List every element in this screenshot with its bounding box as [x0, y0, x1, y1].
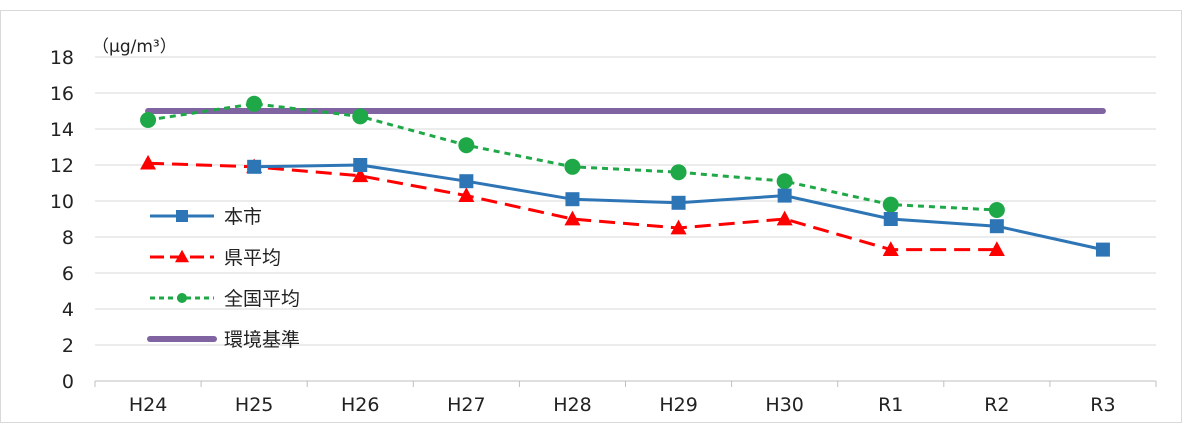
data-point-全国平均-H25 — [246, 95, 263, 112]
data-point-本市-H25 — [247, 159, 262, 174]
data-point-全国平均-H30 — [776, 173, 793, 190]
data-point-本市-H28 — [565, 192, 580, 207]
y-tick-label-6: 6 — [62, 263, 74, 285]
data-point-県平均-H26 — [352, 167, 369, 183]
y-tick-label-0: 0 — [62, 371, 74, 393]
y-tick-label-2: 2 — [62, 335, 74, 357]
data-point-本市-R3 — [1095, 242, 1110, 257]
data-point-全国平均-H24 — [140, 112, 157, 128]
x-tick-label-H25: H25 — [235, 394, 273, 416]
x-tick-label-H24: H24 — [129, 394, 167, 416]
y-tick-label-8: 8 — [62, 227, 74, 249]
data-point-全国平均-H29 — [670, 164, 687, 181]
data-point-県平均-H28 — [564, 210, 581, 226]
data-point-県平均-H30 — [776, 210, 793, 226]
x-tick-label-H27: H27 — [447, 394, 485, 416]
x-tick-label-H29: H29 — [659, 394, 697, 416]
data-point-県平均-H29 — [670, 219, 687, 235]
legend-label-本市: 本市 — [224, 206, 262, 228]
data-point-県平均-R1 — [882, 241, 899, 256]
data-point-全国平均-R2 — [988, 202, 1005, 218]
data-point-本市-R1 — [883, 212, 898, 226]
x-tick-label-H26: H26 — [341, 394, 379, 416]
x-tick-label-H30: H30 — [765, 394, 803, 416]
y-tick-label-4: 4 — [62, 299, 74, 321]
legend-label-環境基準: 環境基準 — [224, 329, 300, 351]
data-point-全国平均-H28 — [564, 158, 581, 175]
legend-item-県平均: 県平均 — [150, 247, 281, 269]
legend-item-環境基準: 環境基準 — [147, 329, 300, 351]
data-point-県平均-H27 — [458, 187, 475, 202]
legend-label-県平均: 県平均 — [224, 247, 281, 269]
series-layer — [140, 95, 1110, 257]
data-point-県平均-R2 — [988, 241, 1005, 256]
legend-label-全国平均: 全国平均 — [224, 288, 300, 310]
data-point-全国平均-R1 — [882, 196, 899, 213]
data-point-本市-H27 — [459, 174, 474, 189]
y-tick-label-16: 16 — [50, 83, 74, 105]
data-point-全国平均-H27 — [458, 137, 475, 154]
legend-marker-本市 — [176, 210, 188, 222]
data-point-全国平均-H26 — [352, 108, 369, 125]
y-tick-label-12: 12 — [50, 155, 74, 177]
y-tick-label-14: 14 — [50, 119, 74, 141]
data-point-本市-H26 — [353, 158, 368, 172]
y-axis-unit-label: （μg/m³） — [92, 37, 177, 57]
data-point-県平均-H24 — [140, 154, 157, 170]
series-全国平均 — [140, 95, 1005, 218]
legend-marker-県平均 — [175, 249, 189, 263]
legend-item-本市: 本市 — [150, 206, 262, 228]
legend-marker-全国平均 — [177, 293, 187, 303]
data-point-本市-H30 — [777, 188, 792, 203]
series-本市 — [247, 158, 1110, 257]
x-tick-label-R2: R2 — [984, 394, 1009, 416]
data-point-本市-H29 — [671, 195, 686, 210]
y-tick-label-18: 18 — [50, 47, 74, 69]
x-tick-label-R3: R3 — [1090, 394, 1115, 416]
x-tick-label-H28: H28 — [553, 394, 591, 416]
data-point-本市-R2 — [989, 219, 1004, 234]
legend-item-全国平均: 全国平均 — [150, 288, 300, 310]
y-tick-label-10: 10 — [50, 191, 74, 213]
axes: 0 2 4 6 8 10 12 14 16 18 H24 H25 H26 H27 H28 H29 H30 R1 R2… — [50, 47, 1157, 416]
x-tick-label-R1: R1 — [878, 394, 903, 416]
